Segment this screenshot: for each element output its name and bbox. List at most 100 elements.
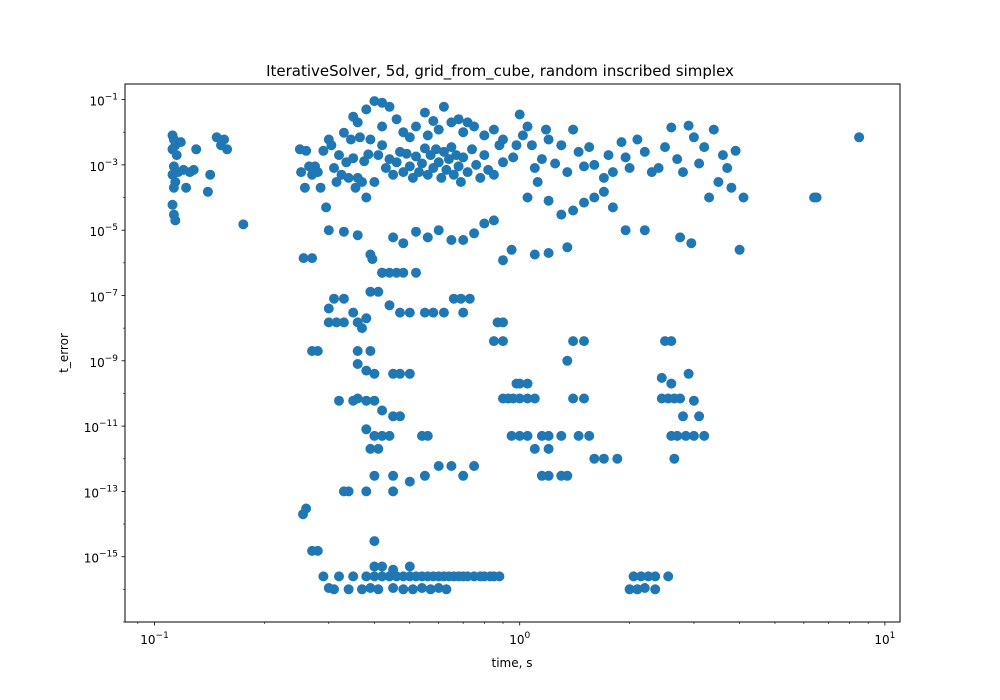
data-point <box>411 151 421 162</box>
data-point <box>404 561 415 572</box>
data-point <box>222 144 233 155</box>
data-point <box>377 430 388 441</box>
data-point <box>361 486 372 497</box>
data-point <box>170 215 181 226</box>
data-point <box>373 443 384 454</box>
data-point <box>694 158 705 169</box>
y-tick-label: 10−3 <box>89 158 118 174</box>
data-point <box>398 238 409 249</box>
data-point <box>543 195 554 206</box>
data-point <box>202 186 213 197</box>
data-point <box>433 124 444 135</box>
data-point <box>514 109 525 120</box>
data-point <box>377 561 388 572</box>
data-point <box>384 101 395 112</box>
y-axis-label: t_error <box>57 333 71 373</box>
data-point <box>352 346 363 356</box>
x-tick-label: 10−1 <box>140 631 169 647</box>
data-point <box>388 470 399 481</box>
data-point <box>669 453 680 464</box>
data-point <box>446 461 457 471</box>
data-point <box>417 158 427 169</box>
data-point <box>384 267 395 278</box>
data-point <box>361 104 372 115</box>
y-tick-label: 10−15 <box>84 550 118 566</box>
data-point <box>419 470 430 481</box>
data-point <box>458 152 469 163</box>
data-point <box>543 430 554 441</box>
data-point <box>331 317 342 328</box>
data-point <box>628 571 639 582</box>
data-point <box>384 430 395 441</box>
data-point <box>329 293 339 304</box>
data-point <box>543 134 554 145</box>
data-point <box>579 336 589 347</box>
data-point <box>568 393 579 404</box>
data-point <box>688 430 699 441</box>
data-point <box>632 584 643 595</box>
data-point <box>388 411 399 422</box>
data-point <box>467 144 477 155</box>
data-point <box>369 177 380 187</box>
data-point <box>350 182 361 193</box>
data-point <box>433 225 444 236</box>
data-point <box>517 130 528 141</box>
data-point <box>458 235 469 245</box>
data-point <box>422 430 433 441</box>
data-point <box>181 182 192 193</box>
data-point <box>620 152 631 163</box>
data-point <box>433 461 444 471</box>
data-point <box>365 134 376 145</box>
data-point <box>395 307 405 318</box>
data-point <box>414 167 424 178</box>
data-point <box>326 140 337 151</box>
data-point <box>514 393 525 404</box>
data-point <box>675 393 686 404</box>
data-point <box>343 486 354 497</box>
data-point <box>299 182 310 193</box>
data-point <box>338 317 349 328</box>
data-point <box>854 132 865 143</box>
data-point <box>666 378 677 389</box>
data-point <box>475 172 486 183</box>
data-point <box>446 142 457 153</box>
data-point <box>331 177 342 187</box>
data-point <box>329 163 339 173</box>
data-points <box>167 96 865 595</box>
data-point <box>373 584 384 595</box>
data-point <box>498 336 508 347</box>
data-point <box>301 145 312 156</box>
data-point <box>699 142 710 153</box>
data-point <box>688 132 699 143</box>
data-point <box>541 124 551 135</box>
data-point <box>688 395 699 406</box>
data-point <box>377 405 388 416</box>
data-point <box>529 249 540 260</box>
x-tick-label: 100 <box>509 631 530 647</box>
data-point <box>171 150 182 161</box>
y-tick-label: 10−5 <box>89 223 118 239</box>
data-point <box>666 336 677 347</box>
data-point <box>589 159 600 170</box>
data-point <box>338 226 349 237</box>
data-point <box>388 232 399 243</box>
data-point <box>556 140 567 151</box>
data-point <box>438 307 449 318</box>
data-point <box>488 169 499 180</box>
data-point <box>498 317 508 328</box>
data-point <box>683 120 694 131</box>
data-point <box>469 228 480 239</box>
data-point <box>348 153 359 164</box>
data-point <box>407 584 418 595</box>
data-point <box>620 225 631 236</box>
data-point <box>636 571 647 582</box>
data-point <box>498 255 508 266</box>
data-point <box>811 192 822 203</box>
data-point <box>398 584 409 595</box>
data-point <box>579 197 589 208</box>
data-point <box>568 336 579 347</box>
plot-frame <box>124 83 901 623</box>
data-point <box>401 148 412 159</box>
data-point <box>446 235 457 245</box>
